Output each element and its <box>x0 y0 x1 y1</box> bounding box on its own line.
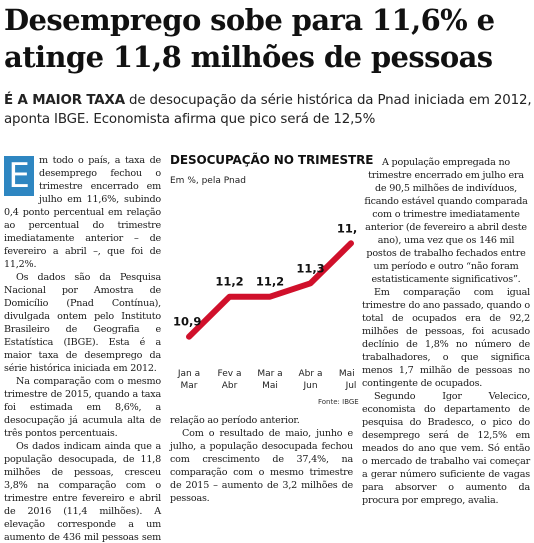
chart-title: DESOCUPAÇÃO NO TRIMESTRE <box>170 153 374 167</box>
article-column-left: E m todo o país, a taxa de desemprego fe… <box>4 154 161 543</box>
x-tick-label: Mai <box>262 381 278 391</box>
article-paragraph: Segundo Igor Velecico, economista do dep… <box>362 391 530 506</box>
x-tick-label: Jul <box>345 381 357 391</box>
subheadline-lead: É A MAIOR TAXA <box>4 93 125 108</box>
x-tick-label: Jan a <box>177 369 200 379</box>
data-label: 11,3 <box>296 261 324 275</box>
data-label: 11,2 <box>215 275 243 289</box>
x-tick-label: Mar a <box>257 369 282 379</box>
chart-subtitle: Em %, pela Pnad <box>170 176 246 186</box>
data-label: 10,9 <box>173 315 201 329</box>
x-tick-label: Jun <box>302 381 317 391</box>
article-column-right: A população empregada no trimestre encer… <box>362 156 530 507</box>
article-paragraph: Em comparação com igual trimestre do ano… <box>362 287 530 389</box>
subheadline: É A MAIOR TAXA de desocupação da série h… <box>4 91 532 129</box>
article-paragraph: Na comparação com o mesmo trimestre de 2… <box>4 376 161 439</box>
article-paragraph: Com o resultado de maio, junho e julho, … <box>170 428 353 504</box>
drop-cap: E <box>4 156 34 196</box>
article-paragraph: A população empregada no trimestre encer… <box>364 157 528 285</box>
subheadline-text: de desocupação da série histórica da Pna… <box>4 93 532 127</box>
headline: Desemprego sobe para 11,6% e atinge 11,8… <box>4 2 532 76</box>
data-label: 11,6 <box>337 221 357 235</box>
article-paragraph: relação ao período anterior. <box>170 415 300 426</box>
series-line <box>186 240 354 340</box>
article-paragraph: m todo o país, a taxa de desemprego fech… <box>4 155 161 270</box>
headline-line-1: Desemprego sobe para 11,6% e <box>4 3 495 37</box>
article-paragraph: Os dados indicam ainda que a população d… <box>4 441 161 543</box>
x-tick-label: Mar <box>181 381 198 391</box>
unemployment-line-chart: 10,9 11,2 11,2 11,3 11,6 Jan a Mar Fev a Abr Mar … <box>173 221 357 391</box>
x-tick-label: Abr a <box>299 369 323 379</box>
x-tick-label: Mai a <box>339 369 357 379</box>
article-column-middle: relação ao período anterior. Com o resul… <box>170 414 353 505</box>
x-tick-label: Abr <box>222 381 238 391</box>
x-tick-label: Fev a <box>218 369 242 379</box>
article-paragraph: Os dados são da Pesquisa Nacional por Am… <box>4 272 161 374</box>
data-label: 11,2 <box>256 275 284 289</box>
headline-line-2: atinge 11,8 milhões de pessoas <box>4 40 493 74</box>
chart-source: Fonte: IBGE <box>318 398 359 406</box>
